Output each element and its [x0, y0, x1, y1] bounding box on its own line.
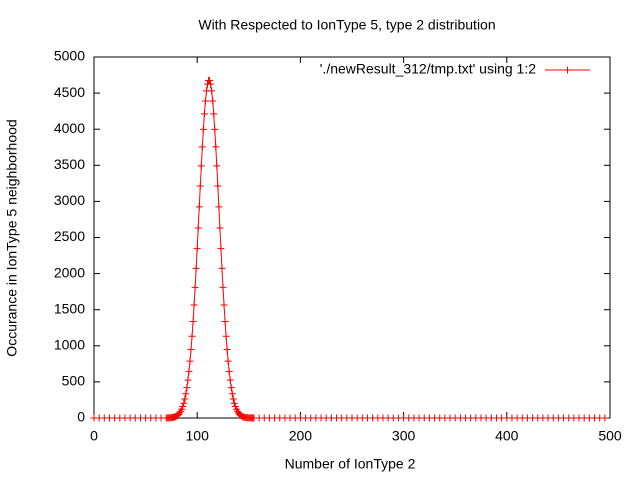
y-tick-label: 3000 — [54, 192, 85, 208]
point — [181, 395, 189, 403]
point — [196, 182, 204, 190]
point — [193, 245, 201, 253]
point — [208, 87, 216, 95]
point — [230, 399, 238, 407]
plot-border — [93, 56, 611, 419]
chart-title: With Respected to IonType 5, type 2 dist… — [198, 17, 495, 33]
point — [185, 367, 193, 375]
x-tick-label: 200 — [289, 428, 313, 444]
legend-label: './newResult_312/tmp.txt' using 1:2 — [320, 61, 536, 77]
x-axis-label: Number of IonType 2 — [285, 456, 416, 472]
y-tick-label: 1500 — [54, 300, 85, 316]
point — [215, 203, 223, 211]
y-tick-label: 500 — [62, 373, 86, 389]
x-tick-label: 500 — [598, 428, 622, 444]
y-tick-label: 2000 — [54, 264, 85, 280]
point — [180, 399, 188, 407]
point — [199, 125, 207, 133]
point — [222, 332, 230, 340]
point — [179, 403, 187, 411]
point — [187, 346, 195, 354]
point — [224, 357, 232, 365]
point — [213, 162, 221, 170]
y-tick-label: 4000 — [54, 120, 85, 136]
point — [207, 80, 215, 88]
point — [211, 125, 219, 133]
point — [216, 224, 224, 232]
point — [217, 245, 225, 253]
point — [219, 283, 227, 291]
x-tick-label: 0 — [90, 428, 98, 444]
point — [221, 317, 229, 325]
point — [183, 384, 191, 392]
point — [194, 224, 202, 232]
point — [218, 264, 226, 272]
point — [223, 346, 231, 354]
point — [189, 317, 197, 325]
point — [198, 143, 206, 151]
line — [94, 80, 605, 419]
y-tick-label: 5000 — [54, 48, 85, 64]
point — [228, 390, 236, 398]
point — [214, 182, 222, 190]
point — [188, 332, 196, 340]
point — [227, 384, 235, 392]
y-axis-label: Occurance in IonType 5 neighborhood — [4, 119, 20, 356]
x-tick-label: 100 — [186, 428, 210, 444]
point — [212, 143, 220, 151]
point — [197, 162, 205, 170]
point — [200, 110, 208, 118]
point — [209, 97, 217, 105]
point — [210, 110, 218, 118]
point — [206, 77, 214, 85]
point — [192, 264, 200, 272]
y-tick-label: 2500 — [54, 228, 85, 244]
point — [186, 357, 194, 365]
point — [191, 283, 199, 291]
point — [229, 395, 237, 403]
y-tick-label: 4500 — [54, 84, 85, 100]
point — [201, 97, 209, 105]
y-tick-label: 3500 — [54, 156, 85, 172]
x-tick-label: 400 — [495, 428, 519, 444]
point — [225, 367, 233, 375]
legend-marker — [564, 66, 571, 74]
point — [226, 376, 234, 384]
point — [195, 203, 203, 211]
point — [182, 390, 190, 398]
point — [184, 376, 192, 384]
x-tick-label: 300 — [392, 428, 416, 444]
point — [190, 301, 198, 309]
y-tick-label: 0 — [77, 409, 85, 425]
point — [220, 301, 228, 309]
y-tick-label: 1000 — [54, 337, 85, 353]
point — [601, 414, 609, 422]
point — [176, 409, 184, 417]
